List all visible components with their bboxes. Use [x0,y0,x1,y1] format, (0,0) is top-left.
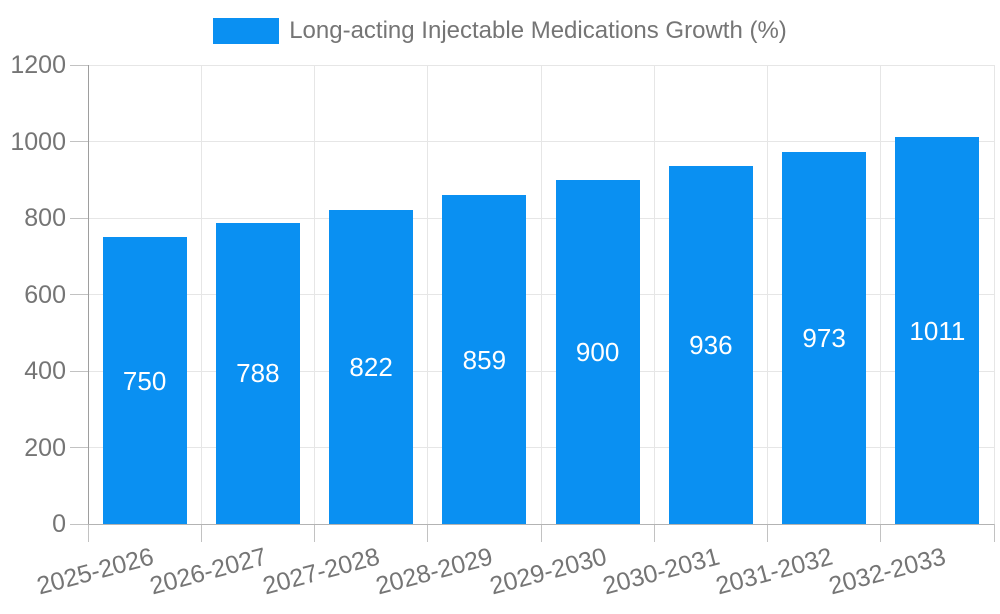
y-axis-line [87,65,89,524]
x-gridline [880,65,882,524]
x-gridline [427,65,429,524]
y-tick-mark [70,64,88,66]
bar [102,237,187,524]
bar-value-label: 750 [122,365,167,396]
x-tick-mark [767,524,768,542]
bar-value-label: 1011 [909,315,966,346]
y-tick-mark [70,294,88,295]
bar-value-label: 973 [802,322,846,353]
bar-value-label: 788 [236,358,280,389]
bar [895,137,980,524]
bar [555,179,640,524]
x-gridline [767,65,768,524]
legend: Long-acting Injectable Medications Growt… [0,18,1000,44]
x-tick-mark [993,524,995,542]
x-gridline [314,65,315,524]
y-axis-tick-label: 400 [24,357,66,385]
x-tick-mark [314,524,315,542]
y-axis-tick-label: 800 [24,204,66,232]
x-tick-mark [200,524,202,542]
y-tick-mark [70,523,88,525]
bar [782,151,867,524]
y-axis-tick-label: 0 [52,510,66,538]
x-axis-line [88,523,994,525]
x-gridline [993,65,995,524]
x-tick-mark [427,524,429,542]
bar-value-label: 859 [462,344,507,375]
x-gridline [653,65,655,524]
x-gridline [540,65,542,524]
legend-label: Long-acting Injectable Medications Growt… [289,17,787,44]
y-axis-tick-label: 600 [24,280,66,309]
bar [329,209,414,524]
x-tick-mark [653,524,655,542]
y-axis-tick-label: 1000 [10,127,66,156]
bar-value-label: 900 [575,336,620,367]
bar-value-label: 936 [689,329,733,360]
x-tick-mark [540,524,542,542]
y-axis-tick-label: 200 [24,433,66,462]
legend-swatch [213,18,280,44]
y-tick-mark [70,370,88,372]
x-tick-mark [880,524,882,542]
y-tick-mark [70,141,88,142]
y-axis-tick-label: 1200 [10,51,66,79]
bar [215,222,300,524]
x-gridline [200,65,202,524]
bar [668,165,753,524]
bar [442,195,527,524]
bar-value-label: 822 [349,351,393,382]
y-tick-mark [70,447,88,448]
y-tick-mark [70,217,88,219]
x-tick-mark [87,524,89,542]
bar-chart: Long-acting Injectable Medications Growt… [0,18,1000,600]
